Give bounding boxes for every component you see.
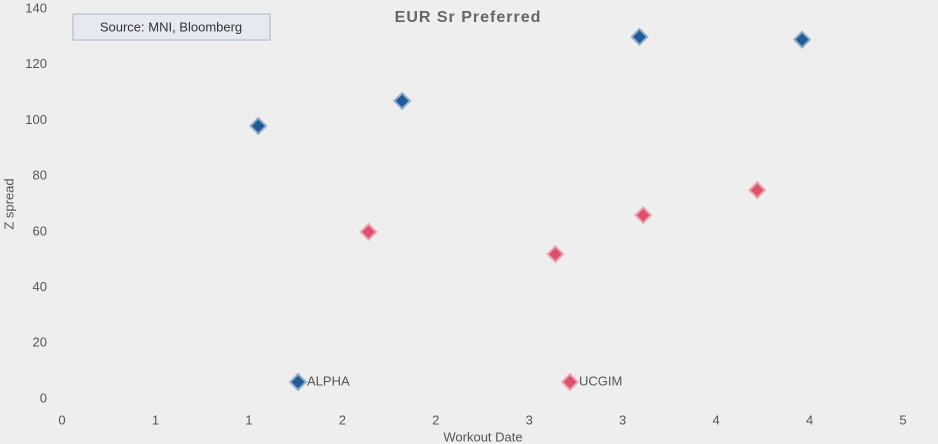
source-box xyxy=(72,13,271,41)
y-tick-label: 20 xyxy=(33,335,47,350)
x-tick-label: 3 xyxy=(619,412,626,427)
y-tick-label: 140 xyxy=(25,0,47,15)
point xyxy=(359,222,378,242)
x-tick-label: 5 xyxy=(899,412,906,427)
legend-label: ALPHA xyxy=(307,373,350,388)
x-tick-label: 1 xyxy=(245,412,252,427)
y-axis-label: Z spread xyxy=(1,178,16,229)
chart-title: EUR Sr Preferred xyxy=(395,9,542,26)
point xyxy=(634,205,653,225)
x-tick-label: 0 xyxy=(58,412,65,427)
point xyxy=(546,244,565,264)
source: Source: MNI, Bloomberg xyxy=(100,19,242,34)
y-tick-label: 100 xyxy=(25,112,47,127)
x-tick-label: 3 xyxy=(526,412,533,427)
x-tick-label: 2 xyxy=(432,412,439,427)
y-tick-label: 120 xyxy=(25,56,47,71)
point xyxy=(392,91,412,111)
point xyxy=(748,180,767,200)
x-tick-label: 2 xyxy=(339,412,346,427)
x-tick-label: 4 xyxy=(806,412,813,427)
y-tick-label: 0 xyxy=(40,390,47,405)
legend-label: UCGIM xyxy=(579,373,622,388)
x-axis-label: Workout Date xyxy=(443,429,522,444)
y-tick-label: 60 xyxy=(33,223,47,238)
legend-marker xyxy=(288,372,308,392)
y-tick-label: 80 xyxy=(33,168,47,183)
point xyxy=(792,30,812,49)
legend-marker xyxy=(560,372,580,392)
y-tick-label: 40 xyxy=(33,279,47,294)
x-tick-label: 1 xyxy=(152,412,159,427)
point xyxy=(249,116,268,136)
point xyxy=(630,27,649,47)
x-tick-label: 4 xyxy=(712,412,719,427)
